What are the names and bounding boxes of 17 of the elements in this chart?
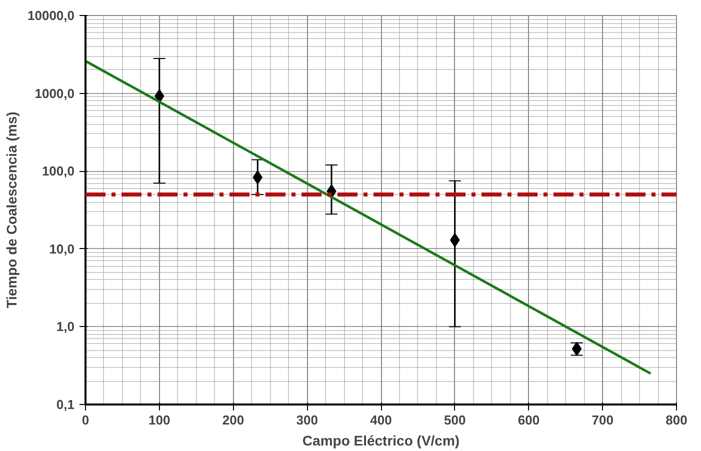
y-tick-label: 1,0	[56, 319, 75, 334]
y-tick-label: 0,1	[56, 397, 75, 412]
y-tick-label: 100,0	[42, 164, 75, 179]
x-tick-label: 100	[148, 412, 170, 428]
x-axis-title: Campo Eléctrico (V/cm)	[302, 432, 460, 448]
x-tick-label: 500	[444, 412, 466, 428]
x-tick-label: 700	[592, 412, 614, 428]
x-tick-label: 800	[666, 412, 688, 428]
y-axis-title: Tiempo de Coalescencia (ms)	[4, 112, 20, 308]
x-tick-label: 0	[82, 412, 90, 428]
y-tick-label: 10,0	[49, 241, 75, 256]
x-tick-label: 200	[222, 412, 244, 428]
y-tick-label: 10000,0	[28, 8, 75, 23]
y-tick-label: 1000,0	[34, 86, 75, 101]
x-tick-label: 300	[296, 412, 318, 428]
x-tick-label: 600	[518, 412, 540, 428]
x-tick-label: 400	[370, 412, 392, 428]
